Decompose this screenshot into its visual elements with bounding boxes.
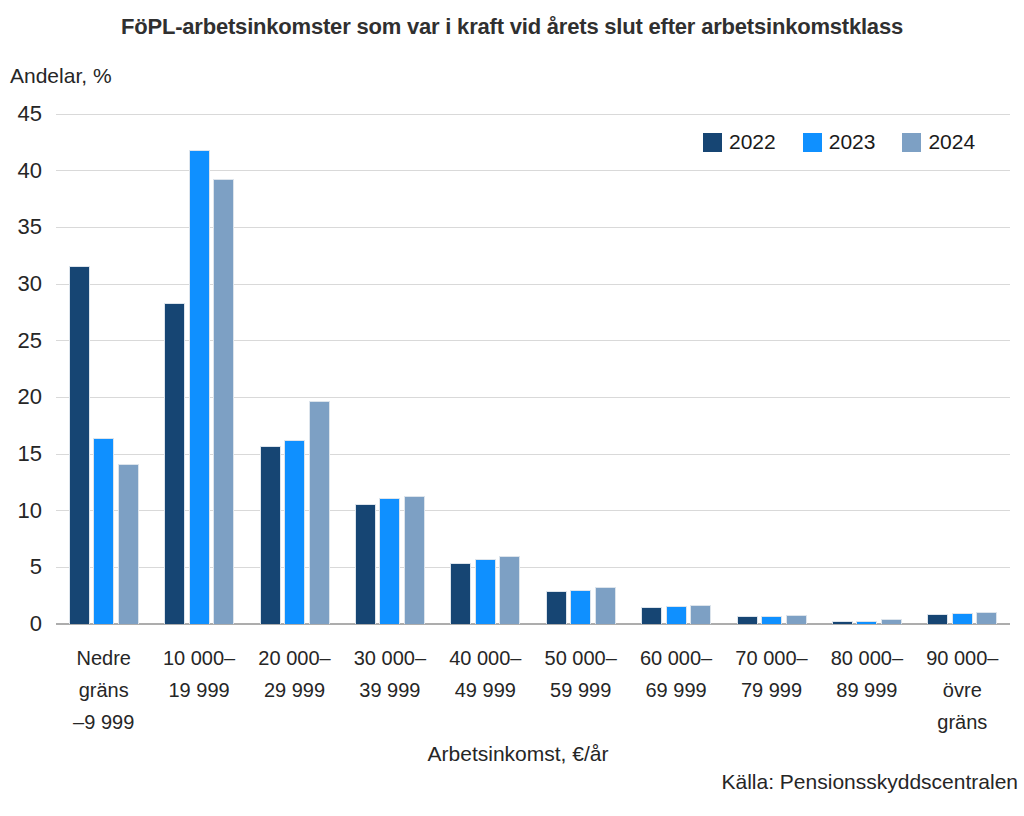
legend: 2022 2023 2024 (703, 130, 975, 154)
legend-swatch-icon (902, 133, 921, 152)
x-category-label-line: övre (900, 674, 1024, 706)
y-tick-label: 45 (2, 101, 42, 127)
bar-2022-10 (927, 614, 948, 624)
bar-2024-4 (404, 496, 425, 624)
y-tick-label: 0 (2, 611, 42, 637)
x-category-label: 90 000–övregräns (900, 642, 1024, 738)
bar-2022-3 (260, 446, 281, 624)
legend-item-2024: 2024 (902, 130, 975, 154)
y-tick-label: 25 (2, 328, 42, 354)
legend-label: 2023 (829, 130, 876, 154)
bar-2022-5 (450, 563, 471, 624)
bar-2023-2 (189, 150, 210, 624)
bar-2022-9 (832, 621, 853, 624)
bar-2024-6 (595, 587, 616, 624)
x-category-label-line: 90 000– (900, 642, 1024, 674)
bar-2022-6 (546, 591, 567, 624)
bar-2022-7 (641, 607, 662, 624)
bar-2024-2 (213, 179, 234, 624)
bar-2023-4 (379, 498, 400, 624)
bar-2024-8 (786, 615, 807, 624)
y-tick-label: 10 (2, 498, 42, 524)
bar-2022-4 (355, 504, 376, 624)
bar-2023-6 (570, 590, 591, 624)
legend-item-2023: 2023 (803, 130, 876, 154)
y-tick-label: 5 (2, 554, 42, 580)
y-tick-label: 15 (2, 441, 42, 467)
y-axis-caption: Andelar, % (10, 64, 112, 88)
bar-2024-5 (499, 556, 520, 624)
legend-item-2022: 2022 (703, 130, 776, 154)
y-tick-label: 40 (2, 158, 42, 184)
x-category-label-line: –9 999 (42, 706, 166, 738)
bar-2023-8 (761, 616, 782, 624)
chart-title: FöPL-arbetsinkomster som var i kraft vid… (0, 14, 1024, 40)
legend-label: 2022 (729, 130, 776, 154)
bar-chart: FöPL-arbetsinkomster som var i kraft vid… (0, 0, 1024, 816)
bar-2023-9 (856, 621, 877, 624)
x-category-label-line: gräns (900, 706, 1024, 738)
bar-2024-10 (976, 612, 997, 624)
source-caption: Källa: Pensionsskyddscentralen (721, 770, 1018, 794)
y-tick-label: 20 (2, 384, 42, 410)
x-axis-caption: Arbetsinkomst, €/år (362, 742, 674, 766)
y-tick-label: 30 (2, 271, 42, 297)
bar-2023-3 (284, 440, 305, 624)
bar-2024-9 (881, 619, 902, 624)
bar-2022-8 (737, 616, 758, 624)
legend-swatch-icon (803, 133, 822, 152)
bar-2023-1 (93, 438, 114, 624)
bar-2024-3 (309, 401, 330, 624)
bar-2023-7 (666, 606, 687, 624)
bar-2023-10 (952, 613, 973, 624)
legend-label: 2024 (928, 130, 975, 154)
bar-2023-5 (475, 559, 496, 624)
bar-2024-7 (690, 605, 711, 624)
bar-2024-1 (118, 464, 139, 624)
y-tick-label: 35 (2, 214, 42, 240)
gridline (56, 114, 1010, 115)
bar-2022-1 (69, 266, 90, 624)
bar-2022-2 (164, 303, 185, 624)
legend-swatch-icon (703, 133, 722, 152)
